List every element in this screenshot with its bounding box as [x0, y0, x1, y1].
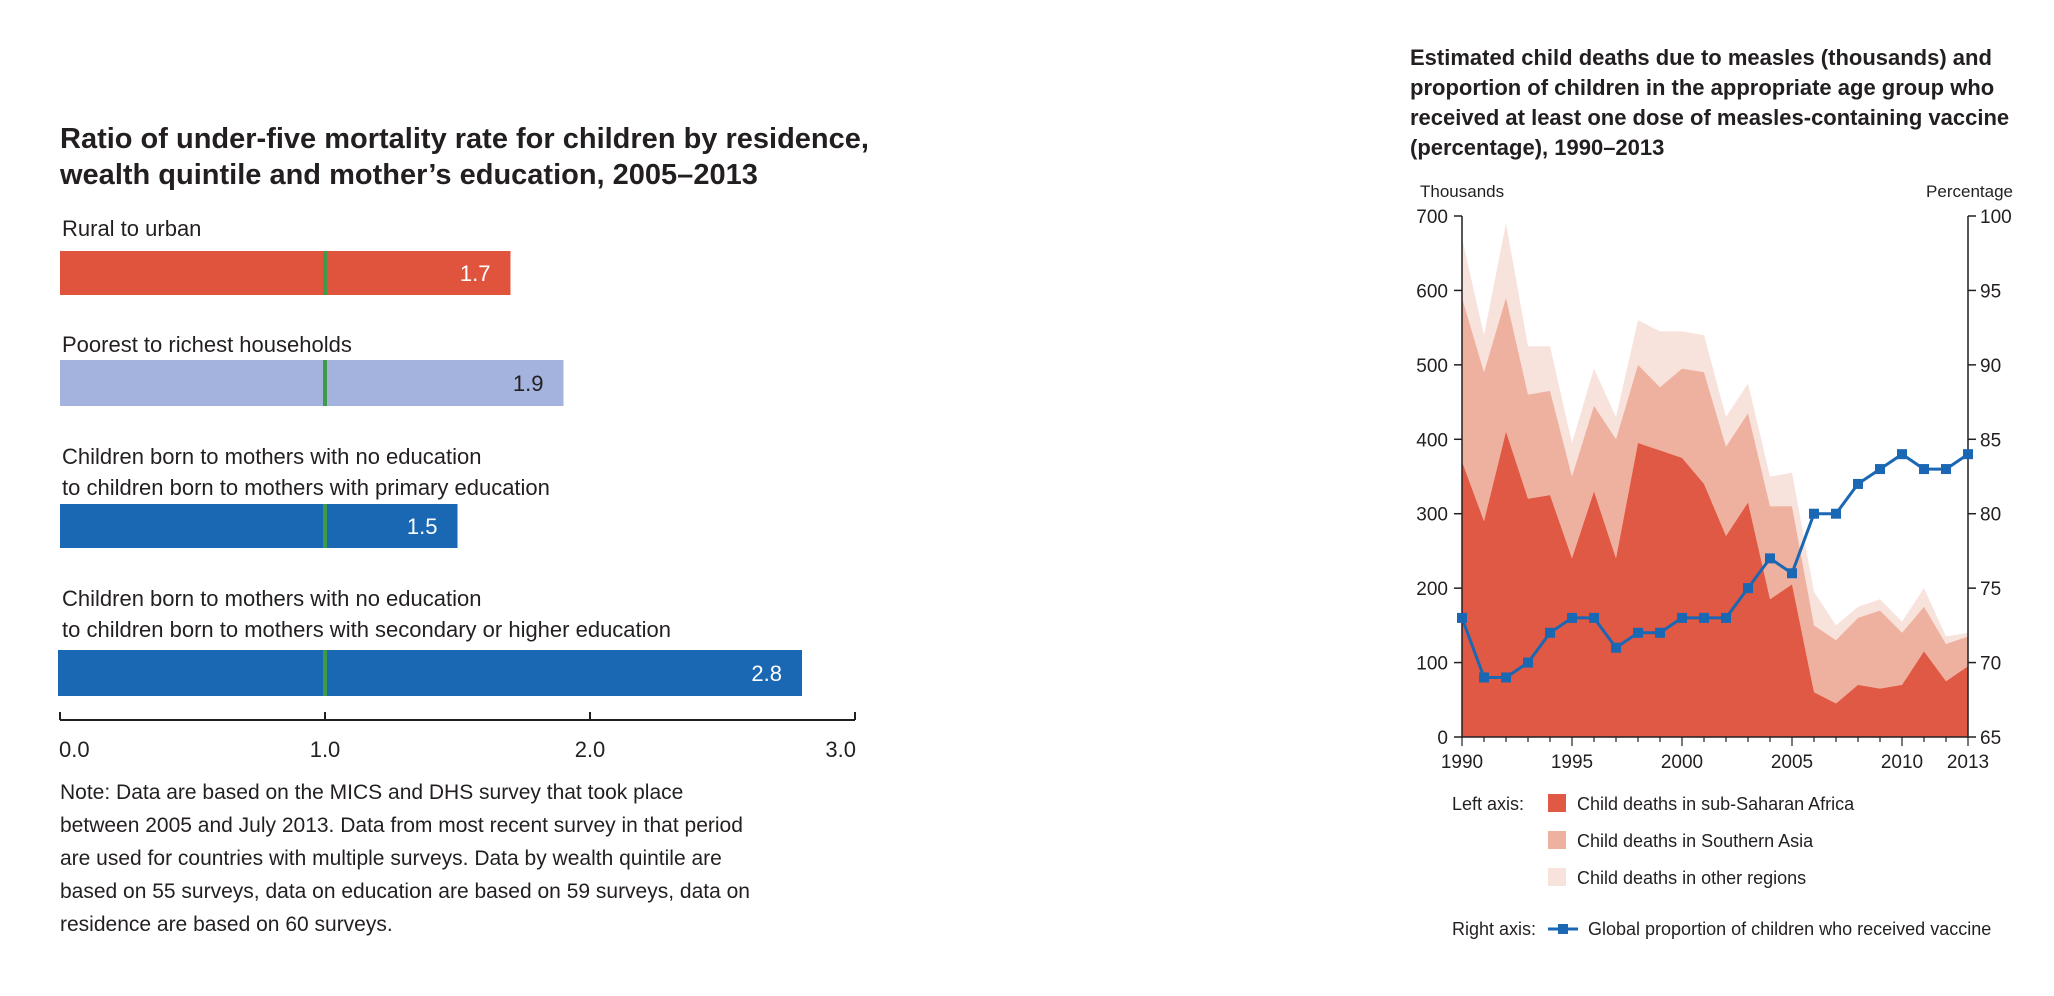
- note-line: Note: Data are based on the MICS and DHS…: [60, 781, 683, 804]
- left-y-tick-label: 100: [1416, 654, 1448, 675]
- x-tick-label: 2013: [1947, 752, 1989, 773]
- category-label: Rural to urban: [62, 216, 201, 241]
- bar: [60, 251, 511, 295]
- left-y-tick-label: 0: [1437, 728, 1448, 749]
- left-y-tick-label: 600: [1416, 281, 1448, 302]
- chart-title-line: Estimated child deaths due to measles (t…: [1410, 45, 1992, 70]
- vaccine-point: [1831, 508, 1841, 519]
- area-series: [1462, 431, 1968, 737]
- note-line: residence are based on 60 surveys.: [60, 913, 393, 936]
- vaccine-point: [1919, 464, 1929, 475]
- legend-entry: Child deaths in Southern Asia: [1577, 831, 1814, 851]
- x-tick-label: 2005: [1771, 752, 1813, 773]
- bar: [58, 650, 802, 696]
- bar-value-label: 1.7: [460, 261, 491, 286]
- right-y-tick-label: 95: [1980, 281, 2001, 302]
- x-tick-label: 2010: [1881, 752, 1923, 773]
- vaccine-point: [1523, 657, 1533, 668]
- legend-entry: Global proportion of children who receiv…: [1588, 919, 1991, 939]
- reference-line-marker: [323, 251, 327, 295]
- vaccine-point: [1611, 642, 1621, 653]
- chart-title-line: received at least one dose of measles-co…: [1410, 105, 2009, 130]
- legend-right-axis-label: Right axis:: [1452, 919, 1536, 939]
- legend-swatch: [1548, 831, 1566, 849]
- vaccine-point: [1479, 672, 1489, 683]
- vaccine-point: [1633, 627, 1643, 638]
- bar-value-label: 1.9: [513, 371, 544, 396]
- category-label: to children born to mothers with seconda…: [62, 617, 671, 642]
- x-tick-label: 1995: [1551, 752, 1593, 773]
- vaccine-point: [1677, 612, 1687, 623]
- legend-left-axis-label: Left axis:: [1452, 794, 1524, 814]
- chart-title-line: wealth quintile and mother’s education, …: [59, 159, 758, 191]
- vaccine-point: [1545, 627, 1555, 638]
- vaccine-point: [1875, 464, 1885, 475]
- vaccine-point: [1765, 553, 1775, 564]
- vaccine-point: [1655, 627, 1665, 638]
- right-axis-title: Percentage: [1926, 182, 2013, 201]
- vaccine-point: [1963, 449, 1973, 460]
- left-y-tick-label: 400: [1416, 430, 1448, 451]
- x-tick-label: 2000: [1661, 752, 1703, 773]
- bar-value-label: 2.8: [751, 661, 782, 686]
- reference-line-marker: [323, 504, 327, 548]
- x-tick-label: 0.0: [59, 737, 90, 762]
- vaccine-point: [1567, 612, 1577, 623]
- vaccine-point: [1787, 568, 1797, 579]
- vaccine-point: [1743, 583, 1753, 594]
- right-y-tick-label: 65: [1980, 728, 2001, 749]
- note-line: based on 55 surveys, data on education a…: [60, 880, 750, 903]
- legend-marker-swatch: [1558, 924, 1568, 934]
- bar-value-label: 1.5: [407, 514, 438, 539]
- mortality-ratio-chart: Ratio of under-five mortality rate for c…: [58, 123, 869, 936]
- left-y-tick-label: 300: [1416, 505, 1448, 526]
- right-y-tick-label: 70: [1980, 654, 2001, 675]
- legend-entry: Child deaths in sub-Saharan Africa: [1577, 794, 1855, 814]
- left-y-tick-label: 700: [1416, 207, 1448, 228]
- vaccine-point: [1699, 612, 1709, 623]
- legend-swatch: [1548, 794, 1566, 812]
- reference-line-marker: [323, 360, 327, 406]
- vaccine-point: [1501, 672, 1511, 683]
- area-series: [1462, 297, 1968, 704]
- right-y-tick-label: 75: [1980, 579, 2001, 600]
- reference-line-marker: [323, 650, 327, 696]
- chart-title-line: proportion of children in the appropriat…: [1410, 75, 1994, 100]
- chart-title-line: (percentage), 1990–2013: [1410, 135, 1664, 160]
- right-y-tick-label: 85: [1980, 430, 2001, 451]
- measles-deaths-chart: Estimated child deaths due to measles (t…: [1410, 45, 2013, 939]
- vaccine-point: [1853, 478, 1863, 489]
- right-y-tick-label: 80: [1980, 505, 2001, 526]
- left-y-tick-label: 200: [1416, 579, 1448, 600]
- left-y-tick-label: 500: [1416, 356, 1448, 377]
- legend-swatch: [1548, 868, 1566, 886]
- vaccine-point: [1589, 612, 1599, 623]
- legend-entry: Child deaths in other regions: [1577, 868, 1806, 888]
- x-tick-label: 3.0: [825, 737, 856, 762]
- category-label: Poorest to richest households: [62, 332, 352, 357]
- left-axis-title: Thousands: [1420, 182, 1504, 201]
- x-tick-label: 1.0: [310, 737, 341, 762]
- category-label: Children born to mothers with no educati…: [62, 586, 481, 611]
- area-series: [1462, 223, 1968, 644]
- x-tick-label: 1990: [1441, 752, 1483, 773]
- chart-title-line: Ratio of under-five mortality rate for c…: [60, 123, 869, 155]
- x-tick-label: 2.0: [575, 737, 606, 762]
- bar: [60, 504, 458, 548]
- note-line: between 2005 and July 2013. Data from mo…: [60, 814, 743, 837]
- note-line: are used for countries with multiple sur…: [60, 847, 722, 870]
- right-y-tick-label: 100: [1980, 207, 2012, 228]
- vaccine-point: [1809, 508, 1819, 519]
- vaccine-point: [1941, 464, 1951, 475]
- bar: [60, 360, 564, 406]
- vaccine-point: [1721, 612, 1731, 623]
- vaccine-point: [1457, 612, 1467, 623]
- right-y-tick-label: 90: [1980, 356, 2001, 377]
- category-label: to children born to mothers with primary…: [62, 475, 550, 500]
- vaccine-point: [1897, 449, 1907, 460]
- category-label: Children born to mothers with no educati…: [62, 444, 481, 469]
